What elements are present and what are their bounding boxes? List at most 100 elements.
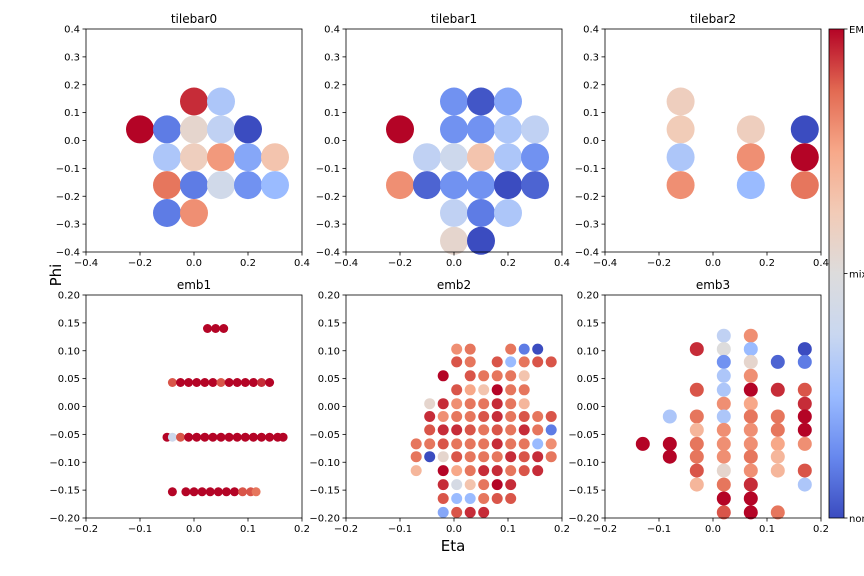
data-point (518, 451, 530, 463)
y-tick-label: 0.4 (583, 25, 599, 36)
data-point (635, 436, 650, 451)
subplot-tilebar2: −0.4 −0.2 0.0 0.2 0.4 −0.4 −0.3 −0.2 −0.1 0.0 0.1 0… (575, 12, 829, 269)
data-point (189, 487, 199, 497)
y-tick-label: −0.2 (56, 192, 80, 203)
data-point (716, 436, 731, 451)
data-point (518, 465, 530, 477)
data-point (440, 115, 468, 144)
data-point (192, 378, 202, 387)
data-point (440, 87, 468, 116)
data-point (248, 432, 258, 442)
x-tick-label: −0.2 (388, 258, 412, 269)
data-point (437, 411, 449, 422)
data-point (689, 342, 704, 357)
data-point (232, 378, 242, 387)
data-point (464, 506, 476, 518)
subplot-title: tilebar2 (690, 12, 736, 26)
data-point (207, 171, 235, 200)
x-tick-label: 0.2 (554, 524, 570, 535)
data-point (689, 463, 704, 478)
y-tick-label: 0.15 (577, 318, 599, 329)
data-point (467, 143, 495, 172)
x-tick-label: 0.0 (186, 258, 202, 269)
data-point (207, 87, 235, 116)
data-point (440, 171, 468, 200)
data-point (743, 491, 758, 506)
data-point (200, 432, 210, 442)
data-point (219, 324, 229, 333)
data-point (743, 463, 758, 478)
x-axis-label: Eta (441, 537, 466, 555)
y-tick-label: 0.05 (577, 374, 599, 385)
data-point (662, 449, 677, 464)
x-tick-label: −0.4 (593, 258, 617, 269)
data-point (232, 432, 242, 442)
y-tick-label: −0.20 (568, 514, 599, 525)
x-tick-label: 0.0 (186, 524, 202, 535)
plot-frame (604, 28, 822, 253)
data-point (167, 432, 177, 442)
data-point (666, 171, 695, 200)
data-point (451, 343, 463, 355)
data-point (743, 354, 758, 369)
y-tick-label: −0.05 (568, 430, 599, 441)
data-point (207, 143, 235, 172)
data-point (716, 422, 731, 437)
data-point (278, 432, 288, 442)
data-point (521, 115, 549, 144)
x-tick-label: 0.4 (813, 258, 829, 269)
data-point (451, 424, 463, 436)
data-point (491, 356, 503, 368)
data-point (743, 477, 758, 492)
data-point (153, 115, 181, 144)
y-tick-label: 0.4 (64, 25, 80, 36)
data-point (478, 384, 490, 396)
data-point (505, 398, 517, 410)
data-point (184, 378, 194, 387)
x-tick-label: −0.1 (388, 524, 412, 535)
data-point (437, 493, 449, 504)
data-point (261, 143, 289, 172)
data-point (545, 451, 557, 463)
data-point (464, 356, 476, 368)
x-tick-label: −0.2 (647, 258, 671, 269)
data-point (505, 370, 517, 382)
y-tick-label: 0.05 (318, 374, 340, 385)
data-point (770, 463, 785, 478)
y-tick-label: −0.4 (575, 248, 599, 259)
data-point (424, 398, 436, 410)
data-point (216, 378, 226, 387)
x-tick-label: 0.2 (813, 524, 829, 535)
data-point (153, 171, 181, 200)
data-point (491, 479, 503, 491)
data-point (689, 477, 704, 492)
colorbar-label-mid: mix (849, 270, 864, 281)
data-point (666, 115, 695, 144)
data-point (478, 465, 490, 477)
data-point (505, 438, 517, 450)
y-tick-label: 0.3 (64, 52, 80, 63)
data-point (440, 199, 468, 227)
y-axis-label: Phi (47, 264, 65, 287)
y-tick-label: −0.10 (49, 458, 80, 469)
x-tick-label: 0.2 (240, 258, 256, 269)
subplot-emb2: −0.2 −0.1 0.0 0.1 0.2 −0.20 −0.15 −0.10 −0.05 0.0… (309, 278, 570, 535)
y-tick-label: 0.00 (577, 402, 599, 413)
y-tick-label: −0.4 (56, 248, 80, 259)
data-point (234, 171, 262, 200)
y-tick-label: −0.05 (49, 430, 80, 441)
y-tick-label: 0.10 (318, 346, 340, 357)
y-tick-label: −0.3 (575, 220, 599, 231)
scatter-points (666, 87, 819, 200)
y-tick-label: 0.10 (58, 346, 80, 357)
data-point (200, 378, 210, 387)
data-point (518, 411, 530, 422)
x-tick-label: −0.4 (74, 258, 98, 269)
y-tick-label: 0.20 (58, 291, 80, 302)
data-point (797, 422, 812, 437)
x-tick-label: 0.2 (294, 524, 310, 535)
data-point (197, 487, 207, 497)
data-point (716, 382, 731, 397)
data-point (770, 382, 785, 397)
y-tick-label: 0.20 (318, 291, 340, 302)
